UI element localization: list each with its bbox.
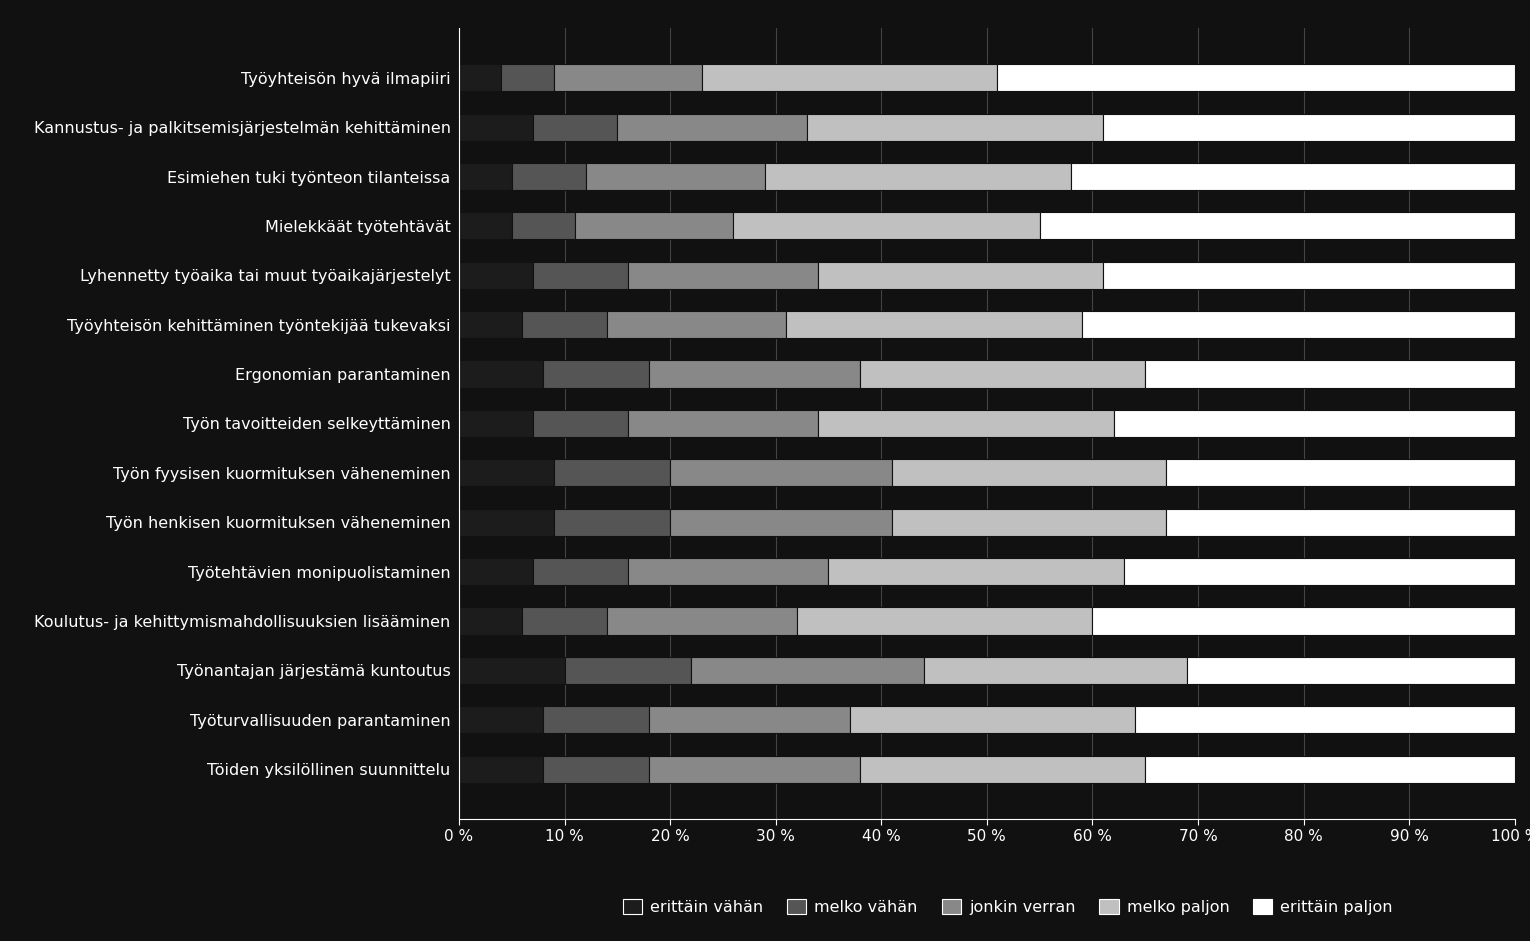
- Bar: [459, 657, 565, 684]
- Bar: [860, 756, 1144, 783]
- Bar: [1040, 213, 1515, 239]
- Bar: [1103, 262, 1515, 289]
- Bar: [649, 360, 860, 388]
- Bar: [649, 706, 849, 733]
- Bar: [1144, 360, 1515, 388]
- Bar: [554, 64, 702, 91]
- Bar: [1187, 657, 1515, 684]
- Bar: [849, 706, 1135, 733]
- Bar: [797, 608, 1092, 634]
- Bar: [459, 114, 532, 141]
- Bar: [819, 410, 1114, 437]
- Bar: [532, 410, 627, 437]
- Bar: [998, 64, 1515, 91]
- Bar: [511, 213, 575, 239]
- Bar: [649, 756, 860, 783]
- Bar: [459, 608, 522, 634]
- Bar: [1135, 706, 1515, 733]
- Bar: [860, 360, 1144, 388]
- Bar: [1166, 509, 1515, 535]
- Bar: [459, 311, 522, 338]
- Bar: [575, 213, 733, 239]
- Bar: [586, 163, 765, 190]
- Bar: [459, 262, 532, 289]
- Bar: [627, 262, 819, 289]
- Legend: erittäin vähän, melko vähän, jonkin verran, melko paljon, erittäin paljon: erittäin vähän, melko vähän, jonkin verr…: [617, 892, 1400, 921]
- Bar: [617, 114, 808, 141]
- Bar: [459, 410, 532, 437]
- Bar: [829, 558, 1125, 585]
- Bar: [532, 558, 627, 585]
- Bar: [607, 608, 797, 634]
- Bar: [670, 509, 892, 535]
- Bar: [543, 360, 649, 388]
- Bar: [554, 459, 670, 486]
- Bar: [808, 114, 1103, 141]
- Bar: [459, 360, 543, 388]
- Bar: [1103, 114, 1515, 141]
- Bar: [1125, 558, 1515, 585]
- Bar: [670, 459, 892, 486]
- Bar: [511, 163, 586, 190]
- Bar: [627, 410, 819, 437]
- Bar: [522, 311, 607, 338]
- Bar: [459, 509, 554, 535]
- Bar: [532, 262, 627, 289]
- Bar: [702, 64, 998, 91]
- Bar: [554, 509, 670, 535]
- Bar: [733, 213, 1040, 239]
- Bar: [502, 64, 554, 91]
- Bar: [543, 756, 649, 783]
- Bar: [692, 657, 924, 684]
- Bar: [1082, 311, 1515, 338]
- Bar: [459, 459, 554, 486]
- Bar: [627, 558, 829, 585]
- Bar: [532, 114, 617, 141]
- Bar: [459, 706, 543, 733]
- Bar: [522, 608, 607, 634]
- Bar: [892, 509, 1166, 535]
- Bar: [543, 706, 649, 733]
- Bar: [765, 163, 1071, 190]
- Bar: [565, 657, 692, 684]
- Bar: [1166, 459, 1515, 486]
- Bar: [1144, 756, 1515, 783]
- Bar: [786, 311, 1082, 338]
- Bar: [607, 311, 786, 338]
- Bar: [459, 756, 543, 783]
- Bar: [819, 262, 1103, 289]
- Bar: [459, 558, 532, 585]
- Bar: [459, 163, 511, 190]
- Bar: [1071, 163, 1515, 190]
- Bar: [924, 657, 1187, 684]
- Bar: [459, 213, 511, 239]
- Bar: [892, 459, 1166, 486]
- Bar: [1114, 410, 1515, 437]
- Bar: [1092, 608, 1515, 634]
- Bar: [459, 64, 502, 91]
